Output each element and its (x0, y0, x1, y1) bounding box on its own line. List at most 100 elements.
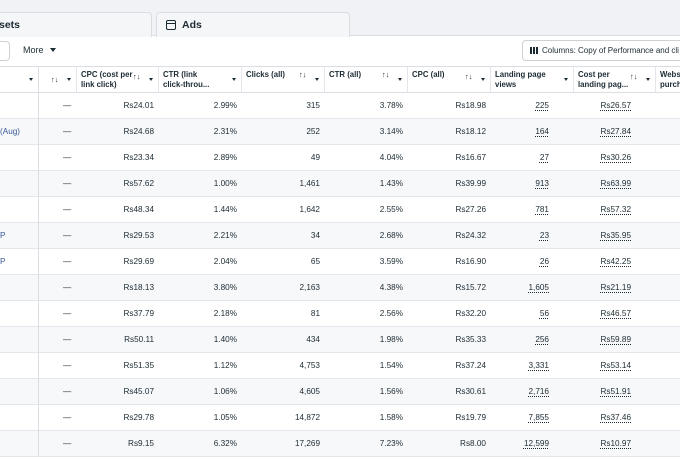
table-row[interactable]: — Rs24.01 2.99% 315 3.78% Rs18.98 225 Rs26.57 (0, 93, 680, 119)
landing-page-views-link[interactable]: 913 (535, 179, 549, 188)
columns-preset-button[interactable]: Columns: Copy of Performance and cli (522, 40, 680, 61)
landing-page-views-link[interactable]: 56 (539, 309, 549, 318)
landing-page-views-link[interactable]: 164 (535, 127, 549, 136)
chevron-down-icon[interactable] (315, 78, 319, 81)
landing-page-views-link[interactable]: 27 (539, 153, 549, 162)
ctr-all-value: 4.04% (379, 153, 403, 162)
cpc-link-value: Rs45.07 (123, 387, 155, 396)
ctr-all-value: 3.59% (379, 257, 403, 266)
table-row[interactable]: — Rs51.35 1.12% 4,753 1.54% Rs37.24 3,331 Rs53.… (0, 353, 680, 379)
sort-icon[interactable]: ↑↓ (465, 72, 473, 81)
cost-per-landing-page-link[interactable]: Rs37.46 (600, 413, 632, 422)
table-row[interactable]: P — Rs29.69 2.04% 65 3.59% Rs16.90 26 Rs42.25 (0, 249, 680, 275)
column-header-landing-page-views[interactable]: Landing page views (491, 66, 574, 93)
chevron-down-icon[interactable] (29, 78, 33, 81)
cost-per-landing-page-link[interactable]: Rs35.95 (600, 231, 632, 240)
column-header-cost-per-landing-page[interactable]: Cost per landing pag... ↑↓ (574, 66, 656, 93)
table-row[interactable]: — Rs18.13 3.80% 2,163 4.38% Rs15.72 1,605 Rs21.… (0, 275, 680, 301)
ctr-all-value: 3.78% (379, 101, 403, 110)
column-header-result[interactable]: ↑↓ (39, 66, 77, 93)
column-header-label: CTR (link click-throu... (163, 70, 210, 89)
ctr-link-value: 2.31% (213, 127, 237, 136)
tab-ads[interactable]: Ads (156, 12, 350, 37)
cost-per-landing-page-link[interactable]: Rs26.57 (600, 101, 632, 110)
chevron-down-icon[interactable] (398, 78, 402, 81)
landing-page-views-link[interactable]: 256 (535, 335, 549, 344)
clicks-value: 1,461 (299, 179, 321, 188)
ctr-all-value: 1.54% (379, 361, 403, 370)
cpc-all-value: Rs19.79 (455, 413, 487, 422)
columns-preset-label: Columns: Copy of Performance and cli (542, 46, 679, 55)
cost-per-landing-page-link[interactable]: Rs63.99 (600, 179, 632, 188)
chevron-down-icon[interactable] (564, 78, 568, 81)
landing-page-views-link[interactable]: 3,331 (528, 361, 550, 370)
sort-icon[interactable]: ↑↓ (299, 70, 307, 79)
table-row[interactable]: — Rs23.34 2.89% 49 4.04% Rs16.67 27 Rs30.26 (0, 145, 680, 171)
column-header-cpc-link[interactable]: CPC (cost per link click) ↑↓ (77, 66, 159, 93)
chevron-down-icon[interactable] (232, 78, 236, 81)
cpc-all-value: Rs15.72 (455, 283, 487, 292)
column-header-ctr-link[interactable]: CTR (link click-throu... (159, 66, 242, 93)
landing-page-views-link[interactable]: 26 (539, 257, 549, 266)
clicks-value: 14,872 (294, 413, 320, 422)
ctr-link-value: 2.04% (213, 257, 237, 266)
landing-page-views-link[interactable]: 2,716 (528, 387, 550, 396)
table-row[interactable]: — Rs9.15 6.32% 17,269 7.23% Rs8.00 12,599 Rs10.… (0, 431, 680, 457)
table-row[interactable]: — Rs48.34 1.44% 1,642 2.55% Rs27.26 781 Rs57.32 (0, 197, 680, 223)
ctr-link-value: 2.99% (213, 101, 237, 110)
results-value: — (63, 413, 72, 422)
column-header-name[interactable] (0, 66, 39, 93)
table-row[interactable]: — Rs50.11 1.40% 434 1.98% Rs35.33 256 Rs59.89 (0, 327, 680, 353)
ad-icon (166, 20, 176, 30)
table-row[interactable]: P — Rs29.53 2.21% 34 2.68% Rs24.32 23 Rs35.95 (0, 223, 680, 249)
cost-per-landing-page-link[interactable]: Rs59.89 (600, 335, 632, 344)
cost-per-landing-page-link[interactable]: Rs57.32 (600, 205, 632, 214)
cost-per-landing-page-link[interactable]: Rs21.19 (600, 283, 632, 292)
column-header-website-purchases[interactable]: Webs purch (656, 66, 680, 93)
landing-page-views-link[interactable]: 12,599 (523, 439, 549, 448)
clicks-value: 65 (310, 257, 320, 266)
sort-icon[interactable]: ↑↓ (133, 72, 141, 81)
cost-per-landing-page-link[interactable]: Rs42.25 (600, 257, 632, 266)
column-header-cpc-all[interactable]: CPC (all) ↑↓ (408, 66, 491, 93)
tab-ad-sets[interactable]: sets (0, 12, 152, 37)
sort-icon[interactable]: ↑↓ (382, 70, 390, 79)
more-dropdown[interactable]: More (23, 45, 56, 55)
chevron-down-icon[interactable] (481, 78, 485, 81)
table-row[interactable]: — Rs45.07 1.06% 4,605 1.56% Rs30.61 2,716 Rs51.… (0, 379, 680, 405)
table-row[interactable]: — Rs57.62 1.00% 1,461 1.43% Rs39.99 913 Rs63.99 (0, 171, 680, 197)
ad-name[interactable]: P (0, 231, 6, 240)
sort-icon[interactable]: ↑↓ (630, 72, 638, 81)
cost-per-landing-page-link[interactable]: Rs30.26 (600, 153, 632, 162)
cost-per-landing-page-link[interactable]: Rs46.57 (600, 309, 632, 318)
cost-per-landing-page-link[interactable]: Rs27.84 (600, 127, 632, 136)
ad-name[interactable]: P (0, 257, 6, 266)
toolbar-button[interactable] (0, 41, 10, 61)
chevron-down-icon[interactable] (67, 78, 71, 81)
ctr-link-value: 1.05% (213, 413, 237, 422)
chevron-down-icon[interactable] (149, 78, 153, 81)
ctr-all-value: 1.98% (379, 335, 403, 344)
ad-name[interactable]: (Aug) (0, 127, 21, 136)
table-row[interactable]: — Rs37.79 2.18% 81 2.56% Rs32.20 56 Rs46.57 (0, 301, 680, 327)
chevron-down-icon[interactable] (646, 78, 650, 81)
table-row[interactable]: — Rs29.78 1.05% 14,872 1.58% Rs19.79 7,855 Rs37… (0, 405, 680, 431)
column-header-label: CPC (all) (412, 70, 445, 79)
sort-icon[interactable]: ↑↓ (51, 75, 59, 84)
cost-per-landing-page-link[interactable]: Rs51.91 (600, 387, 632, 396)
cpc-all-value: Rs18.98 (455, 101, 487, 110)
landing-page-views-link[interactable]: 1,605 (528, 283, 550, 292)
landing-page-views-link[interactable]: 225 (535, 101, 549, 110)
ctr-link-value: 1.06% (213, 387, 237, 396)
column-header-ctr-all[interactable]: CTR (all) ↑↓ (325, 66, 408, 93)
landing-page-views-link[interactable]: 7,855 (528, 413, 550, 422)
landing-page-views-link[interactable]: 781 (535, 205, 549, 214)
landing-page-views-link[interactable]: 23 (539, 231, 549, 240)
column-header-clicks-all[interactable]: Clicks (all) ↑↓ (242, 66, 325, 93)
table-row[interactable]: (Aug) — Rs24.68 2.31% 252 3.14% Rs18.12 164 Rs27… (0, 119, 680, 145)
cpc-link-value: Rs29.53 (123, 231, 155, 240)
chevron-down-icon (49, 48, 56, 52)
cost-per-landing-page-link[interactable]: Rs10.97 (600, 439, 632, 448)
results-value: — (63, 127, 72, 136)
cost-per-landing-page-link[interactable]: Rs53.14 (600, 361, 632, 370)
